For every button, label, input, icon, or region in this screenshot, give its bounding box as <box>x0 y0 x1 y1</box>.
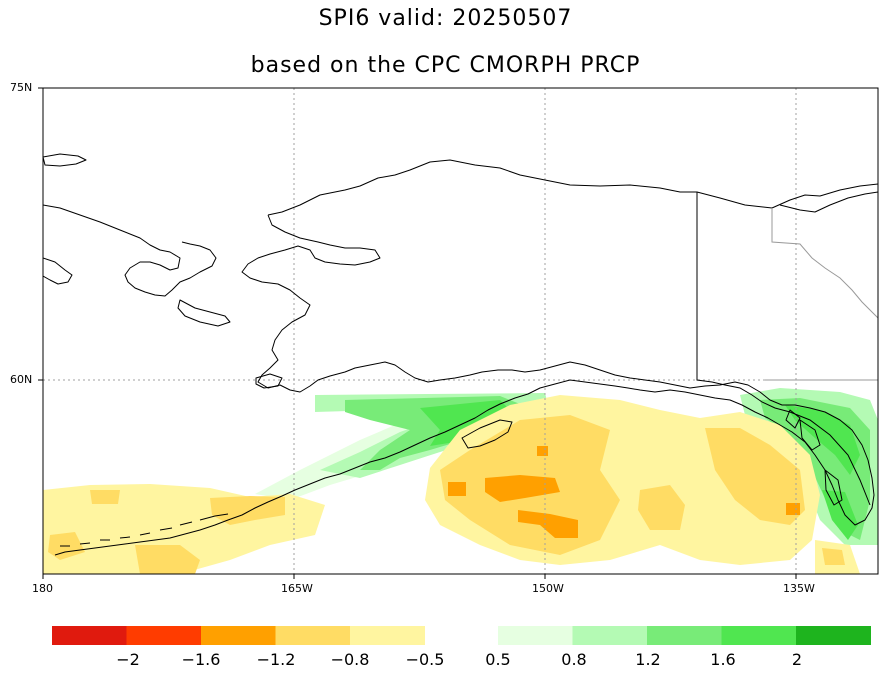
lat-label-75n: 75N <box>10 81 33 94</box>
dry-core-2 <box>448 482 466 496</box>
colorbar-swatch <box>572 626 648 645</box>
map-area <box>43 88 878 574</box>
dry-bering-mid-2 <box>135 545 200 574</box>
colorbar-label: 1.6 <box>710 650 736 669</box>
spi-shading <box>43 388 878 574</box>
chukotka-coast <box>43 204 217 297</box>
colorbar-swatch <box>201 626 276 645</box>
map-title: SPI6 valid: 20250507 <box>318 6 573 31</box>
gridlines <box>43 88 878 574</box>
colorbar-swatch <box>126 626 202 645</box>
dry-bering-mid-4 <box>90 490 120 504</box>
colorbar-swatch <box>498 626 573 645</box>
colorbar-label: 0.8 <box>561 650 587 669</box>
st-lawrence-island <box>177 299 231 327</box>
dry-core-4 <box>786 503 800 515</box>
colorbar-swatch <box>721 626 797 645</box>
nunivak-island <box>255 373 283 389</box>
lon-label-180: 180 <box>32 582 53 595</box>
lon-label-150w: 150W <box>532 582 564 595</box>
dry-se-corner-mid <box>822 548 845 565</box>
colorbar <box>52 626 871 645</box>
lon-label-135w: 135W <box>783 582 815 595</box>
lon-label-165w: 165W <box>281 582 313 595</box>
dry-core-5 <box>537 446 548 456</box>
colorbar-label: −2 <box>116 650 140 669</box>
colorbar-label: 1.2 <box>635 650 661 669</box>
colorbar-label: 0.5 <box>485 650 511 669</box>
wrangel-island <box>43 153 87 167</box>
dry-core-1 <box>485 475 560 502</box>
wet-panhandle-south <box>822 490 858 540</box>
kodiak-island <box>461 419 513 449</box>
dry-core-3 <box>518 510 578 538</box>
colorbar-swatch <box>275 626 351 645</box>
aleutians <box>60 513 229 547</box>
colorbar-swatch <box>796 626 871 645</box>
colorbar-label: −0.5 <box>405 650 445 669</box>
dry-east-mid-2 <box>638 485 685 530</box>
colorbar-swatch <box>52 626 127 645</box>
alaska-coast <box>54 159 878 556</box>
map-subtitle: based on the CPC CMORPH PRCP <box>250 53 641 78</box>
colorbar-label: −1.6 <box>181 650 221 669</box>
borders <box>696 192 878 506</box>
dry-east-mid <box>705 428 805 525</box>
colorbar-label: −1.2 <box>256 650 296 669</box>
colorbar-label: −0.8 <box>330 650 370 669</box>
lat-label-60n: 60N <box>10 373 33 386</box>
tick-marks <box>38 87 797 579</box>
colorbar-swatch <box>350 626 425 645</box>
colorbar-label: 2 <box>791 650 803 669</box>
panhandle-islands <box>785 409 843 506</box>
coastlines <box>43 153 878 556</box>
us-canada-border <box>696 192 871 506</box>
colorbar-swatch <box>647 626 722 645</box>
map-frame <box>42 87 879 575</box>
yukon-nwt-border <box>771 208 878 319</box>
